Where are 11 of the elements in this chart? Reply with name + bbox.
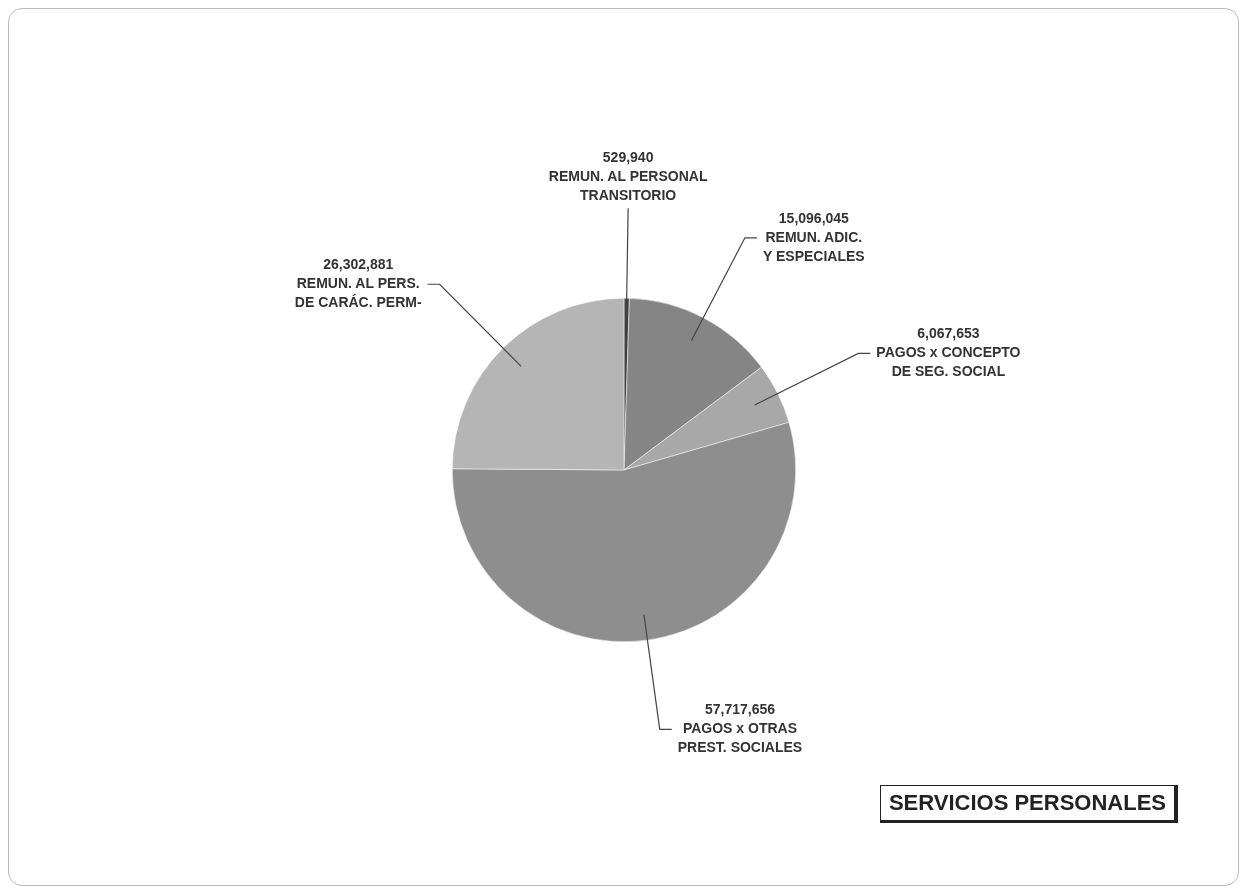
slice-label: PAGOS x CONCEPTO DE SEG. SOCIAL bbox=[876, 344, 1021, 380]
data-label: 15,096,045 bbox=[778, 209, 850, 226]
slice-label: PAGOS x OTRAS PREST. SOCIALES bbox=[677, 720, 803, 756]
slice-label: REMUN. AL PERS. DE CARÁC. PERM- bbox=[294, 275, 422, 311]
slice-label: REMUN. AL PERSONAL TRANSITORIO bbox=[548, 168, 708, 204]
data-label: 6,067,653 bbox=[917, 325, 980, 342]
data-label: 26,302,881 bbox=[323, 256, 394, 273]
data-label: 529,940 bbox=[602, 149, 654, 166]
data-label: 57,717,656 bbox=[704, 701, 776, 718]
slice-label: REMUN. ADIC. Y ESPECIALES bbox=[763, 228, 865, 264]
text: SERVICIOS PERSONALES bbox=[879, 785, 1178, 823]
